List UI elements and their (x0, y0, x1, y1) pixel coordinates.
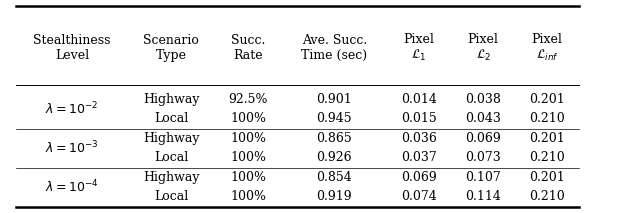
Text: 0.037: 0.037 (401, 151, 437, 164)
Text: 0.926: 0.926 (317, 151, 352, 164)
Text: $\lambda = 10^{-2}$: $\lambda = 10^{-2}$ (45, 101, 99, 117)
Text: Highway: Highway (143, 93, 200, 106)
Text: 0.043: 0.043 (465, 112, 501, 125)
Text: 0.854: 0.854 (317, 171, 352, 184)
Text: Highway: Highway (143, 171, 200, 184)
Text: 0.210: 0.210 (529, 112, 565, 125)
Text: Pixel
$\mathcal{L}_1$: Pixel $\mathcal{L}_1$ (404, 33, 435, 63)
Text: 92.5%: 92.5% (228, 93, 268, 106)
Text: Stealthiness
Level: Stealthiness Level (33, 34, 111, 62)
Text: 0.107: 0.107 (465, 171, 501, 184)
Text: 100%: 100% (230, 171, 266, 184)
Text: Ave. Succ.
Time (sec): Ave. Succ. Time (sec) (301, 34, 367, 62)
Text: 0.210: 0.210 (529, 190, 565, 203)
Text: 100%: 100% (230, 112, 266, 125)
Text: 0.865: 0.865 (317, 132, 352, 145)
Text: Scenario
Type: Scenario Type (143, 34, 199, 62)
Text: 0.201: 0.201 (529, 93, 565, 106)
Text: Pixel
$\mathcal{L}_{inf}$: Pixel $\mathcal{L}_{inf}$ (532, 33, 563, 63)
Text: 0.073: 0.073 (465, 151, 501, 164)
Text: 0.069: 0.069 (465, 132, 501, 145)
Text: 0.201: 0.201 (529, 132, 565, 145)
Text: 100%: 100% (230, 151, 266, 164)
Text: 0.014: 0.014 (401, 93, 437, 106)
Text: 0.114: 0.114 (465, 190, 501, 203)
Text: 100%: 100% (230, 190, 266, 203)
Text: 0.919: 0.919 (317, 190, 352, 203)
Text: 100%: 100% (230, 132, 266, 145)
Text: 0.074: 0.074 (401, 190, 437, 203)
Text: Local: Local (154, 151, 188, 164)
Text: $\lambda = 10^{-3}$: $\lambda = 10^{-3}$ (45, 140, 99, 156)
Text: 0.038: 0.038 (465, 93, 501, 106)
Text: Highway: Highway (143, 132, 200, 145)
Text: Pixel
$\mathcal{L}_2$: Pixel $\mathcal{L}_2$ (468, 33, 499, 63)
Text: 0.201: 0.201 (529, 171, 565, 184)
Text: Local: Local (154, 112, 188, 125)
Text: 0.036: 0.036 (401, 132, 437, 145)
Text: 0.901: 0.901 (317, 93, 352, 106)
Text: Succ.
Rate: Succ. Rate (231, 34, 265, 62)
Text: 0.210: 0.210 (529, 151, 565, 164)
Text: Local: Local (154, 190, 188, 203)
Text: 0.945: 0.945 (317, 112, 352, 125)
Text: 0.015: 0.015 (401, 112, 437, 125)
Text: 0.069: 0.069 (401, 171, 437, 184)
Text: $\lambda = 10^{-4}$: $\lambda = 10^{-4}$ (45, 179, 99, 195)
